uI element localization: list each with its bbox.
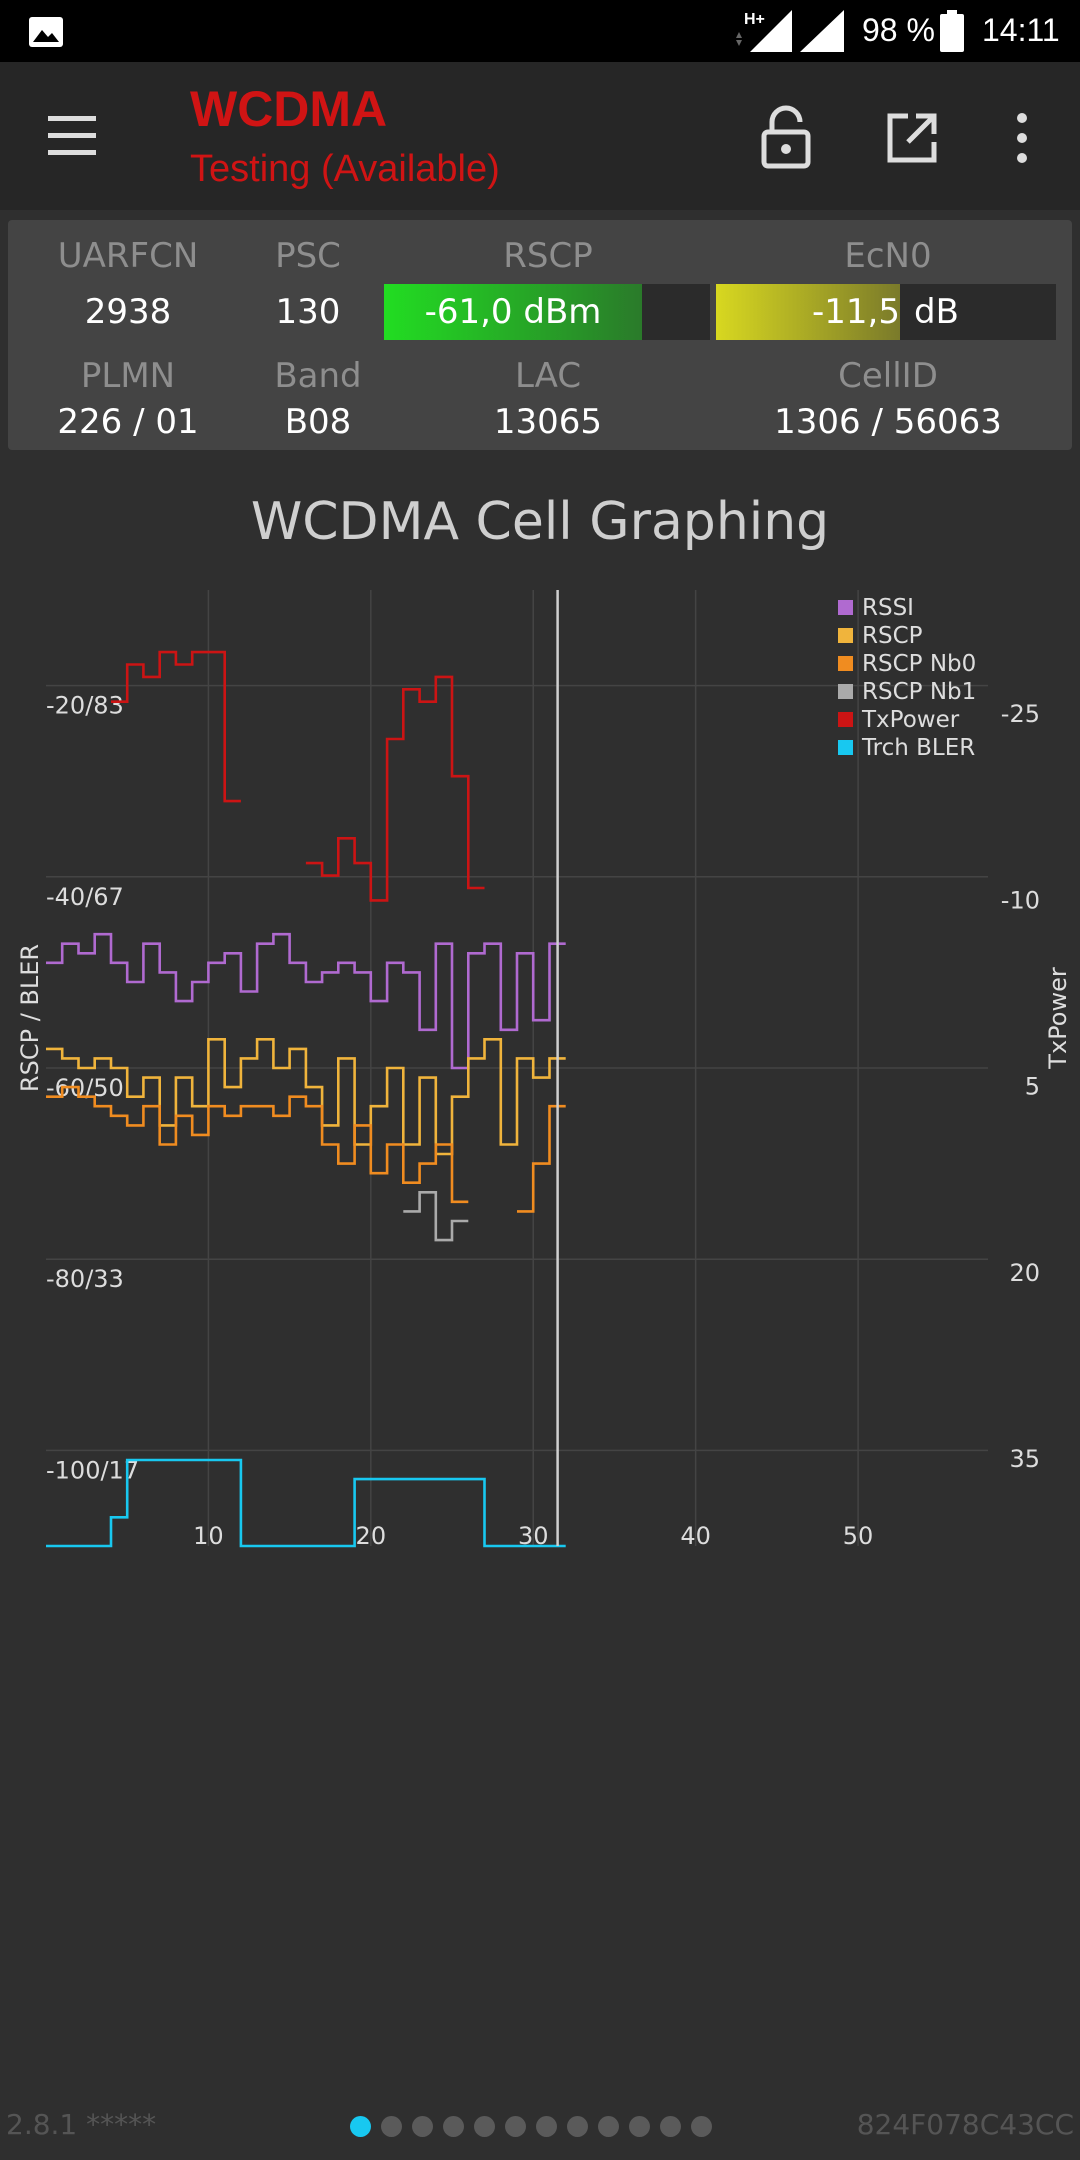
legend-swatch: [838, 656, 853, 671]
psc-value: 130: [275, 292, 341, 332]
status-bar: H+ 98 % 14:11: [0, 0, 1080, 62]
uarfcn-label: UARFCN: [57, 236, 199, 276]
page-dot[interactable]: [691, 2116, 712, 2137]
page-title: WCDMA: [190, 81, 388, 137]
band-value: B08: [284, 402, 352, 442]
lac-label: LAC: [514, 356, 582, 396]
y2-tick-label: 35: [1009, 1445, 1040, 1473]
page-subtitle: Testing (Available): [190, 148, 500, 190]
legend-swatch: [838, 600, 853, 615]
page-dot[interactable]: [443, 2116, 464, 2137]
page-dot[interactable]: [567, 2116, 588, 2137]
y2-tick-label: -10: [1001, 886, 1040, 914]
series-line-txpower: [111, 650, 485, 902]
plmn-value: 226 / 01: [57, 402, 199, 442]
x-tick-label: 20: [356, 1522, 387, 1550]
ecn0-meter-fill: [716, 284, 900, 340]
legend-label: TxPower: [861, 707, 960, 733]
legend-swatch: [838, 628, 853, 643]
graph-title: WCDMA Cell Graphing: [250, 492, 830, 552]
page-dot[interactable]: [412, 2116, 433, 2137]
battery-icon: [940, 10, 964, 52]
y2-tick-label: 20: [1009, 1259, 1040, 1287]
series-line-rssi: [46, 932, 566, 1070]
gallery-icon: [29, 17, 63, 47]
y2-tick-label: 5: [1025, 1073, 1040, 1101]
legend-label: RSSI: [862, 595, 914, 621]
page-dot[interactable]: [505, 2116, 526, 2137]
app-bar: WCDMA Testing (Available): [0, 62, 1080, 210]
plmn-label: PLMN: [80, 356, 176, 396]
cellid-value: 1306 / 56063: [774, 402, 1002, 442]
rscp-label: RSCP: [503, 236, 593, 276]
uarfcn-value: 2938: [84, 292, 172, 332]
signal-icon: [800, 10, 844, 52]
cell-info-panel: UARFCN PSC RSCP EcN0 2938 130 -61,0 dBm …: [8, 220, 1072, 450]
legend-swatch: [838, 740, 853, 755]
psc-label: PSC: [275, 236, 341, 276]
series-line-rscp-nb1: [403, 1191, 469, 1242]
page-dot[interactable]: [474, 2116, 495, 2137]
y-axis-title: RSCP / BLER: [16, 944, 44, 1092]
page-dot[interactable]: [629, 2116, 650, 2137]
menu-icon[interactable]: [36, 106, 108, 166]
page-dot[interactable]: [381, 2116, 402, 2137]
rscp-meter-text: -61,0 dBm: [424, 292, 602, 332]
band-label: Band: [274, 356, 362, 396]
lac-value: 13065: [493, 402, 603, 442]
legend-swatch: [838, 684, 853, 699]
legend-label: Trch BLER: [861, 735, 975, 761]
device-id: 824F078C43CC: [856, 2108, 1074, 2141]
x-tick-label: 50: [843, 1522, 874, 1550]
legend-label: RSCP Nb1: [862, 679, 976, 705]
series-line-trch-bler: [46, 1458, 566, 1548]
network-type: H+: [744, 11, 765, 28]
ecn0-meter-value: -11,5: [812, 292, 900, 332]
app-version: 2.8.1 *****: [6, 2108, 157, 2141]
page-dot[interactable]: [350, 2116, 371, 2137]
battery-percent: 98 %: [862, 12, 935, 48]
legend-label: RSCP Nb0: [862, 651, 976, 677]
ecn0-meter-unit: dB: [914, 292, 959, 332]
y-tick-label: -100/17: [46, 1456, 139, 1484]
x-tick-label: 40: [680, 1522, 711, 1550]
y2-tick-label: -25: [1001, 700, 1040, 728]
y-tick-label: -20/83: [46, 692, 124, 720]
page-dot[interactable]: [598, 2116, 619, 2137]
y-tick-label: -80/33: [46, 1265, 124, 1293]
signal-icon: H+: [736, 10, 792, 52]
page-dot[interactable]: [660, 2116, 681, 2137]
legend-label: RSCP: [862, 623, 923, 649]
lock-open-icon[interactable]: [756, 104, 816, 170]
ecn0-meter: -11,5 dB: [716, 284, 1056, 340]
more-vert-icon[interactable]: [1004, 108, 1040, 168]
x-tick-label: 10: [193, 1522, 224, 1550]
clock: 14:11: [982, 12, 1060, 48]
open-external-icon[interactable]: [882, 108, 942, 168]
series-line-rscp: [46, 1038, 566, 1156]
series-line-rscp-nb0: [46, 1085, 566, 1213]
y-tick-label: -40/67: [46, 883, 124, 911]
legend-swatch: [838, 712, 853, 727]
rscp-meter-fill: [384, 284, 642, 340]
rscp-meter: -61,0 dBm: [384, 284, 710, 340]
ecn0-label: EcN0: [844, 236, 932, 276]
page-dot[interactable]: [536, 2116, 557, 2137]
page-indicator[interactable]: [350, 2116, 712, 2140]
y2-axis-title: TxPower: [1044, 967, 1072, 1070]
cellid-label: CellID: [838, 356, 938, 396]
